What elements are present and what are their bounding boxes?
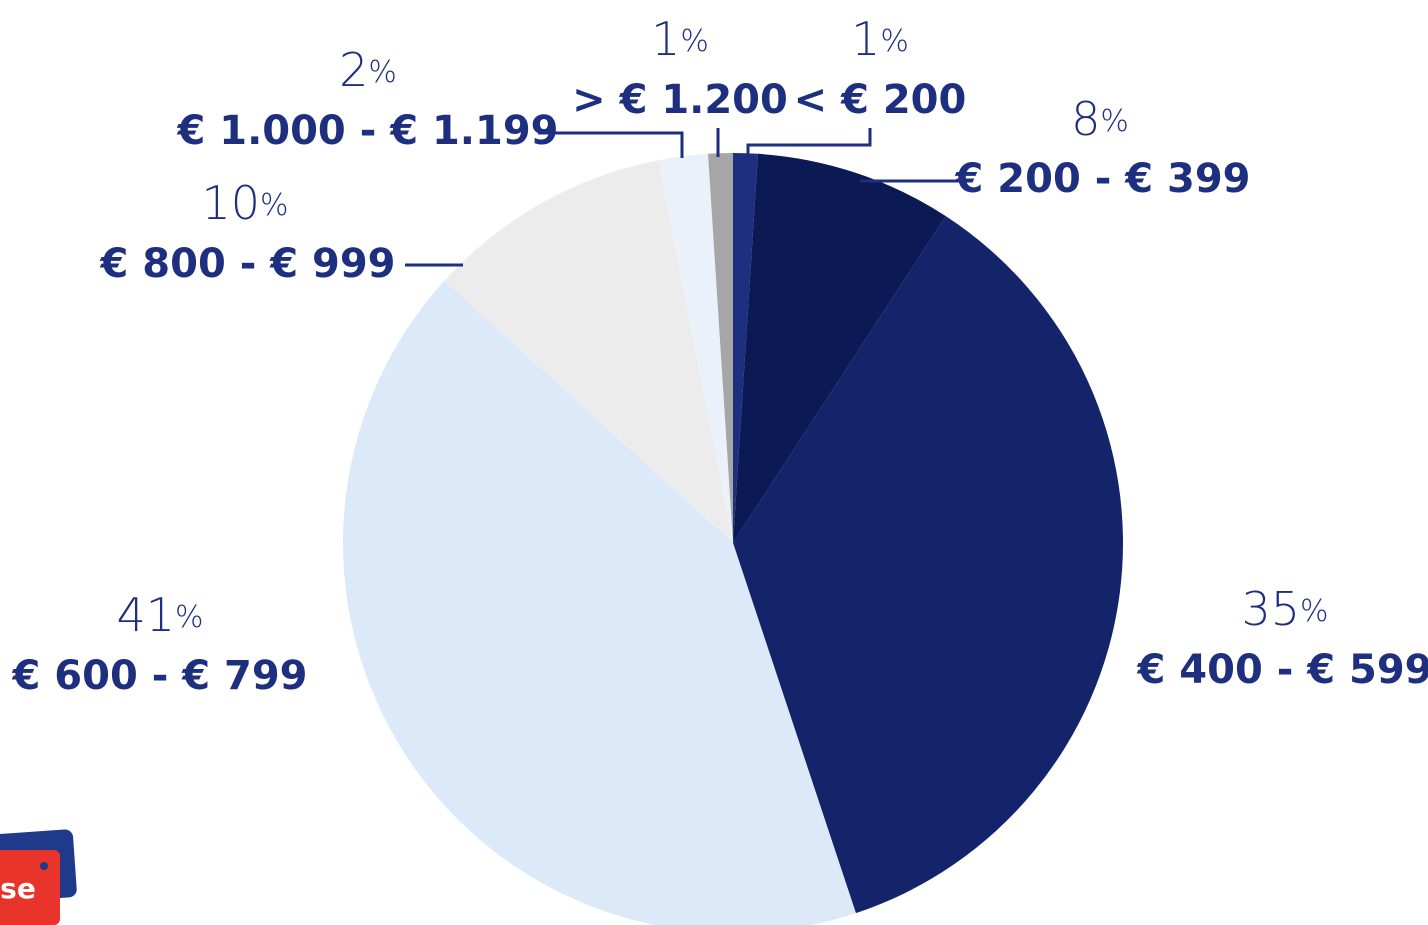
value-label: 8% <box>1071 92 1129 146</box>
category-label: € 200 - € 399 <box>955 156 1251 202</box>
pie-slice <box>658 153 733 543</box>
leader-line <box>538 131 684 158</box>
pie-slice <box>733 153 946 543</box>
category-label: < € 200 <box>794 77 967 123</box>
pie-slice <box>733 216 1123 914</box>
category-label: € 800 - € 999 <box>100 241 396 287</box>
badge: se <box>0 829 77 925</box>
value-label: 41% <box>116 588 203 642</box>
category-label: € 600 - € 799 <box>12 653 308 699</box>
pie-slice <box>708 153 733 543</box>
value-label: 10% <box>201 176 288 230</box>
category-label: € 400 - € 599 <box>1137 647 1428 693</box>
value-label: 1% <box>851 12 909 66</box>
badge-dot <box>40 862 48 870</box>
badge-text: se <box>0 872 36 905</box>
pie-slice <box>733 153 758 543</box>
value-label: 35% <box>1241 582 1328 636</box>
pie-slice <box>343 280 856 925</box>
leader-line <box>746 128 872 157</box>
category-label: > € 1.200 <box>572 77 788 123</box>
value-label: 2% <box>339 43 397 97</box>
category-label: € 1.000 - € 1.199 <box>176 108 558 154</box>
value-label: 1% <box>651 12 709 66</box>
pie-slice <box>444 160 733 543</box>
